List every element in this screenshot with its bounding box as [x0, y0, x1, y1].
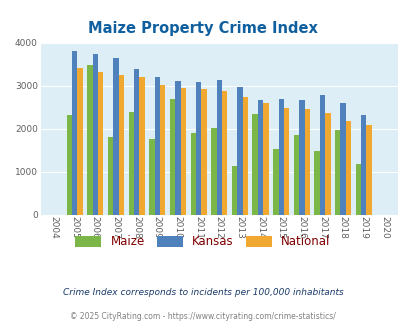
- Bar: [180, 88, 185, 214]
- Bar: [262, 103, 268, 214]
- Bar: [237, 87, 242, 214]
- Bar: [134, 70, 139, 214]
- Bar: [216, 80, 222, 214]
- Bar: [87, 65, 92, 214]
- Bar: [222, 91, 227, 214]
- Bar: [334, 130, 340, 214]
- Text: Crime Index corresponds to incidents per 100,000 inhabitants: Crime Index corresponds to incidents per…: [62, 287, 343, 297]
- Bar: [149, 139, 154, 214]
- Bar: [211, 128, 216, 214]
- Bar: [98, 72, 103, 215]
- Bar: [324, 113, 330, 214]
- Bar: [128, 113, 134, 214]
- Bar: [77, 68, 83, 214]
- Bar: [160, 85, 165, 214]
- Bar: [139, 77, 144, 214]
- Bar: [355, 164, 360, 214]
- Bar: [66, 115, 72, 214]
- Text: © 2025 CityRating.com - https://www.cityrating.com/crime-statistics/: © 2025 CityRating.com - https://www.city…: [70, 312, 335, 321]
- Bar: [118, 75, 124, 214]
- Bar: [154, 77, 160, 214]
- Bar: [313, 150, 319, 214]
- Bar: [201, 89, 206, 214]
- Bar: [196, 82, 201, 214]
- Bar: [190, 133, 196, 214]
- Text: Maize Property Crime Index: Maize Property Crime Index: [88, 20, 317, 36]
- Bar: [293, 135, 298, 214]
- Bar: [345, 121, 350, 214]
- Bar: [257, 100, 262, 214]
- Bar: [169, 99, 175, 214]
- Bar: [92, 54, 98, 214]
- Bar: [340, 103, 345, 214]
- Bar: [283, 108, 288, 214]
- Bar: [252, 114, 257, 214]
- Bar: [242, 97, 247, 214]
- Bar: [175, 81, 180, 214]
- Bar: [298, 100, 304, 214]
- Legend: Maize, Kansas, National: Maize, Kansas, National: [70, 231, 335, 253]
- Bar: [366, 125, 371, 214]
- Bar: [113, 58, 118, 214]
- Bar: [304, 109, 309, 214]
- Bar: [273, 149, 278, 214]
- Bar: [360, 115, 366, 214]
- Bar: [231, 166, 237, 214]
- Bar: [72, 51, 77, 214]
- Bar: [278, 99, 283, 214]
- Bar: [108, 137, 113, 214]
- Bar: [319, 95, 324, 214]
